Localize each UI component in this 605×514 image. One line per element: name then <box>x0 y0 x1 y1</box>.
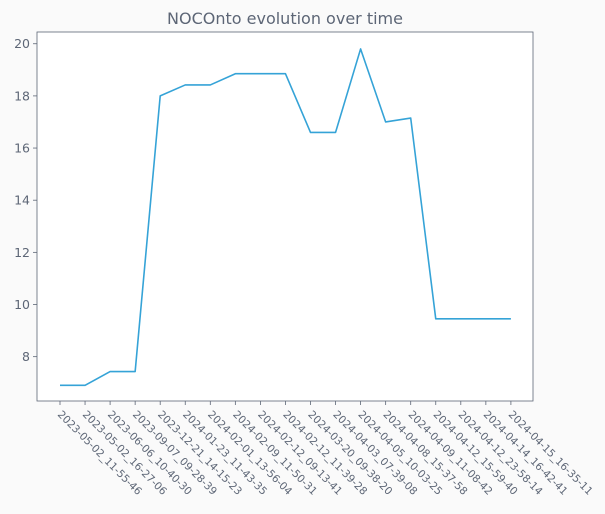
y-tick-label: 18 <box>14 88 30 103</box>
chart-title: NOCOnto evolution over time <box>167 9 403 28</box>
x-axis: 2023-05-02_11-55-462023-05-02_16-27-0620… <box>55 401 595 498</box>
plot-area <box>36 31 534 402</box>
y-tick-label: 14 <box>14 193 30 208</box>
y-tick-label: 8 <box>22 349 30 364</box>
series-line-0 <box>60 48 511 387</box>
y-tick-label: 20 <box>14 36 30 51</box>
y-tick-label: 12 <box>14 245 30 260</box>
y-tick-label: 10 <box>14 297 30 312</box>
series-group <box>60 48 511 387</box>
y-tick-label: 16 <box>14 141 30 156</box>
y-axis: 8 10 12 14 16 18 20 <box>14 36 37 364</box>
